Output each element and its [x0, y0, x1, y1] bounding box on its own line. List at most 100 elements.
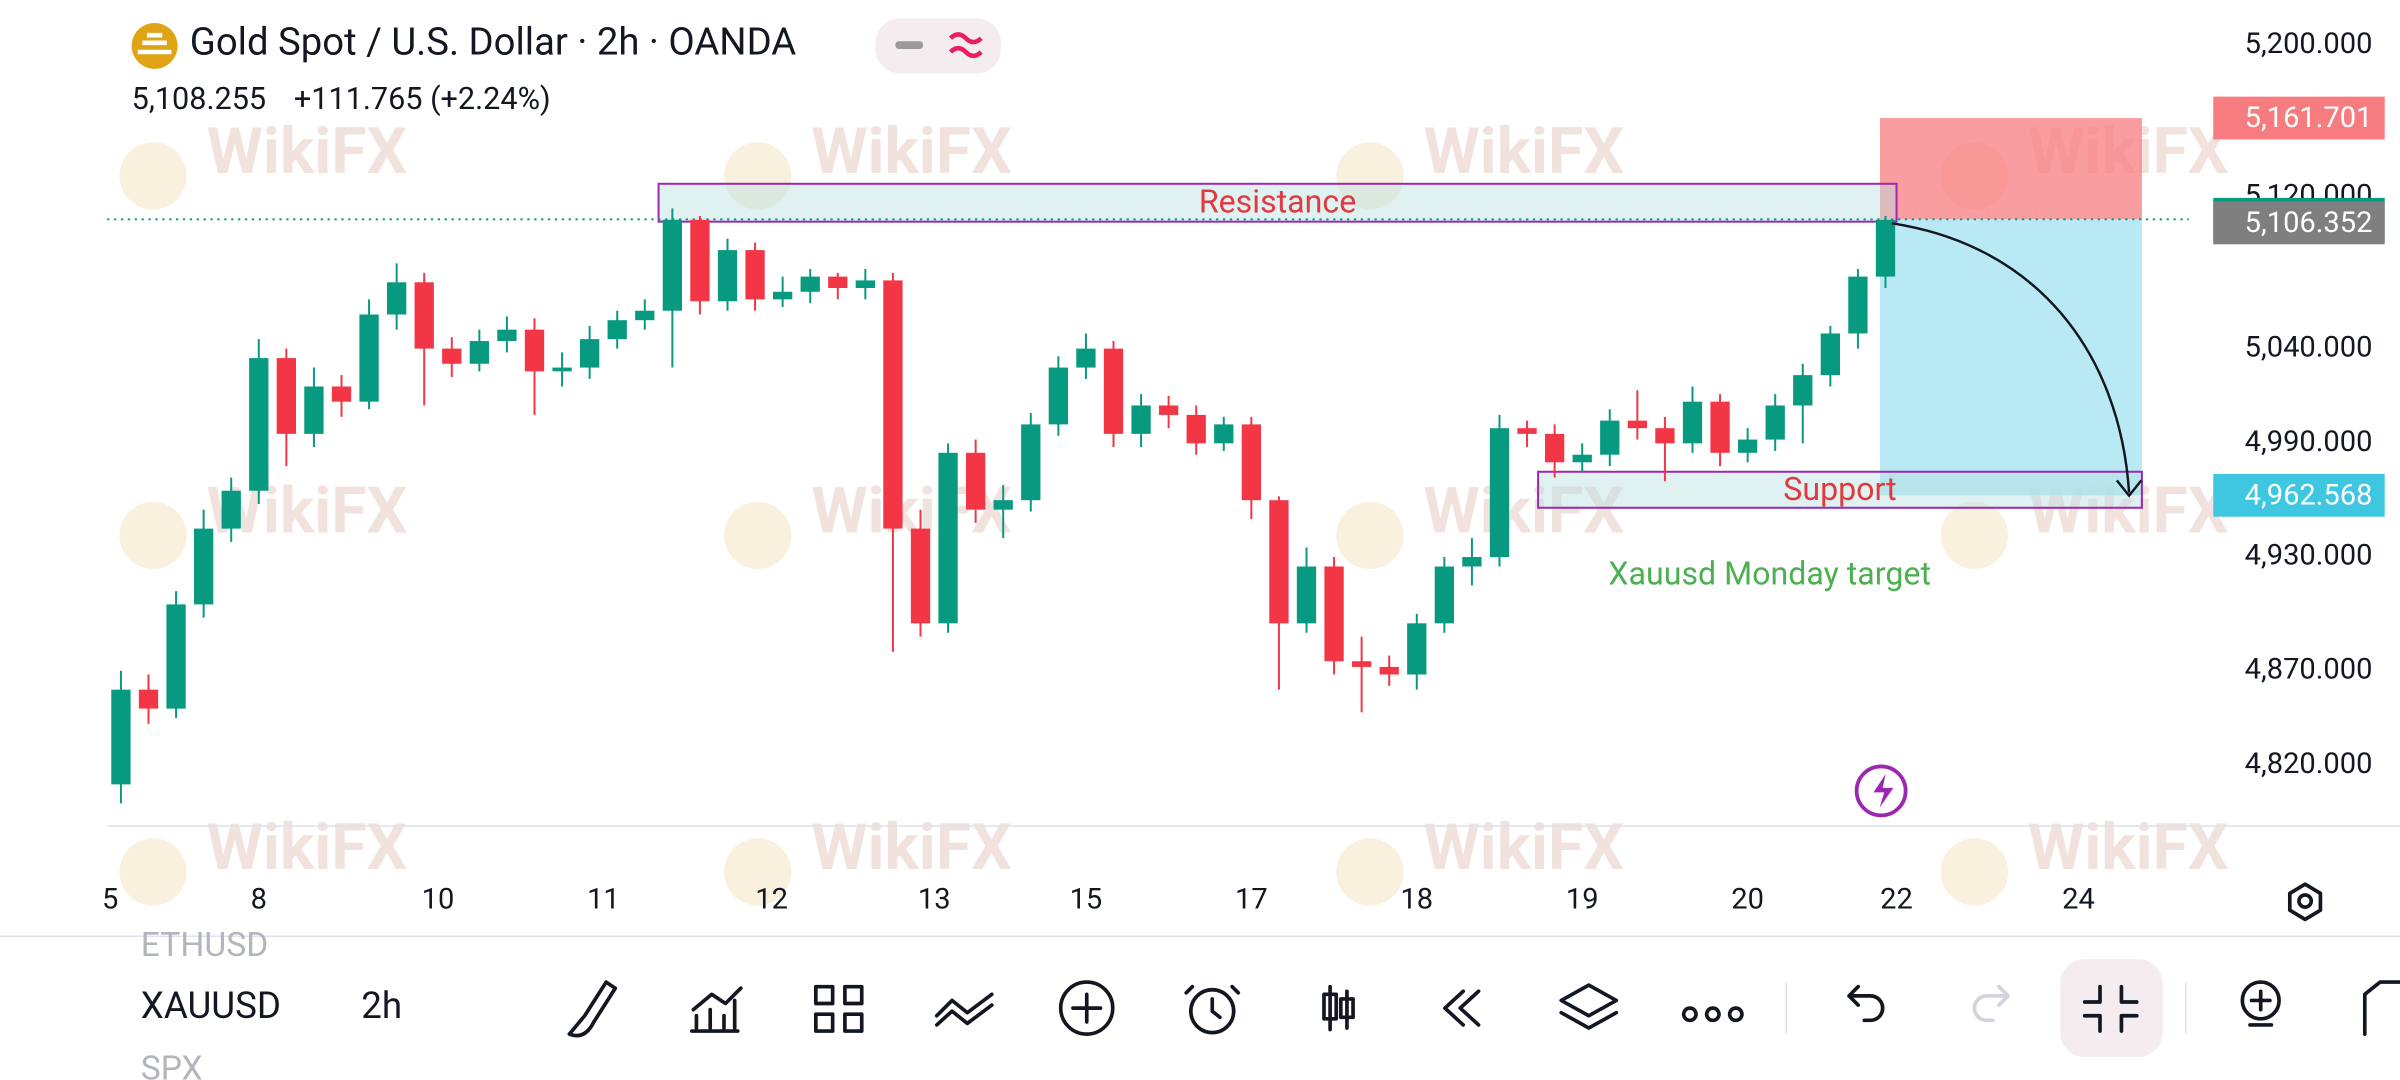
symbol-icon[interactable] — [131, 22, 178, 69]
fullscreen-button[interactable] — [2060, 959, 2163, 1058]
candle-body — [497, 329, 517, 342]
candle-body — [1158, 405, 1179, 415]
watermark: WikiFX — [1423, 809, 1624, 885]
candle-body — [1737, 439, 1758, 453]
candle-body — [193, 528, 214, 605]
candle-body — [1214, 424, 1234, 444]
undo[interactable] — [1847, 984, 1885, 1023]
y-tick-label: 5,040.000 — [2245, 330, 2373, 364]
y-tick-label: 4,990.000 — [2245, 425, 2373, 459]
forecast-arrow-head — [2115, 479, 2143, 498]
candle-body — [276, 358, 297, 434]
settings-icon-dot — [2297, 893, 2314, 909]
candle-body — [469, 341, 490, 364]
add[interactable] — [1058, 980, 1115, 1036]
candle-body — [828, 276, 848, 288]
candle-body — [965, 452, 986, 510]
settings-icon[interactable] — [2287, 882, 2323, 922]
watermark-logo — [119, 142, 187, 210]
more[interactable] — [1681, 1006, 1744, 1023]
candle-body — [1186, 414, 1206, 444]
x-tick-label: 20 — [1731, 883, 1764, 917]
symbol-icon-glyph — [137, 32, 172, 55]
watermark-logo — [1940, 838, 2009, 906]
share[interactable] — [2362, 980, 2400, 1036]
candle-body — [552, 367, 572, 372]
watermark-logo — [723, 142, 792, 210]
y-tick-label: 5,200.000 — [2245, 27, 2373, 61]
candle-body — [1296, 566, 1317, 624]
layouts[interactable] — [813, 984, 864, 1033]
symbol-item[interactable]: ETHUSD — [141, 926, 268, 965]
indicators[interactable] — [689, 986, 743, 1033]
candle-body — [414, 282, 434, 349]
alert-icon[interactable] — [1854, 764, 1908, 818]
candle-body — [607, 320, 627, 340]
x-tick-label: 18 — [1400, 883, 1433, 917]
watermark-logo — [1336, 838, 1404, 906]
compare[interactable] — [934, 992, 994, 1027]
candle-body — [635, 310, 655, 321]
toolbar-icons — [567, 959, 2400, 1058]
candle-body — [166, 604, 186, 709]
candle-body — [1489, 428, 1510, 558]
candle-body — [1848, 276, 1868, 334]
watermark: WikiFX — [207, 113, 408, 189]
alert[interactable] — [1188, 987, 1236, 1035]
stop-zone — [1879, 118, 2142, 220]
watermark-logo — [723, 501, 792, 570]
candle-body — [938, 452, 958, 624]
interval[interactable]: 2h — [361, 984, 402, 1027]
price-label: 5,106.352 — [2245, 206, 2373, 240]
indicator-toggle[interactable] — [875, 18, 1002, 74]
chart-type[interactable] — [1322, 984, 1355, 1032]
x-tick-label: 10 — [422, 883, 455, 917]
watermarks: WikiFX WikiFX WikiFX WikiFX WikiFX WikiFX Wiki… — [119, 113, 2229, 906]
forecast-arrow — [1891, 222, 2131, 493]
candle-body — [1103, 348, 1124, 434]
redo[interactable] — [1972, 984, 2010, 1023]
watermark-logo — [119, 838, 187, 906]
candle-body — [359, 314, 379, 402]
candle-body — [1269, 500, 1289, 624]
symbol-item[interactable]: XAUUSD — [141, 984, 281, 1027]
x-tick-label: 8 — [251, 883, 267, 917]
symbol-item[interactable]: SPX — [141, 1050, 203, 1080]
watermark: WikiFX — [1423, 473, 1624, 549]
y-tick-label: 4,870.000 — [2245, 652, 2373, 686]
watermark: WikiFX — [2028, 809, 2229, 885]
candle-body — [1875, 219, 1896, 277]
candle-body — [1434, 566, 1455, 624]
symbol-title[interactable]: Gold Spot / U.S. Dollar · 2h · OANDA — [190, 20, 797, 64]
candle-body — [745, 250, 765, 300]
y-tick-label: 4,930.000 — [2245, 539, 2373, 573]
watermark-logo — [1940, 501, 2009, 570]
candle-body — [717, 250, 738, 302]
target-zone — [1879, 219, 2142, 496]
candle-body — [1600, 420, 1620, 455]
candle-body — [579, 339, 600, 368]
replay[interactable] — [1443, 989, 1481, 1027]
layers[interactable] — [1559, 983, 1619, 1030]
candle-body — [1048, 367, 1069, 425]
candle-body — [442, 348, 462, 364]
watermark-logo — [723, 838, 792, 906]
watermark-logo — [1336, 501, 1404, 570]
candle-body — [386, 282, 407, 315]
candle-body — [1710, 401, 1730, 453]
candle-body — [524, 329, 545, 372]
watermark: WikiFX — [207, 809, 408, 885]
candle-body — [1076, 348, 1096, 368]
candle-body — [800, 276, 820, 292]
candle-body — [331, 386, 352, 402]
draw-tool[interactable] — [567, 980, 618, 1038]
candle-body — [1379, 666, 1399, 675]
zone — [657, 182, 1898, 223]
candle-body — [1572, 454, 1592, 463]
x-tick-label: 19 — [1566, 883, 1599, 917]
price-label: 4,962.568 — [2245, 479, 2373, 513]
candle-body — [1021, 424, 1041, 501]
candle-body — [111, 689, 131, 785]
ideas[interactable] — [2240, 980, 2281, 1021]
candle-body — [662, 219, 683, 311]
